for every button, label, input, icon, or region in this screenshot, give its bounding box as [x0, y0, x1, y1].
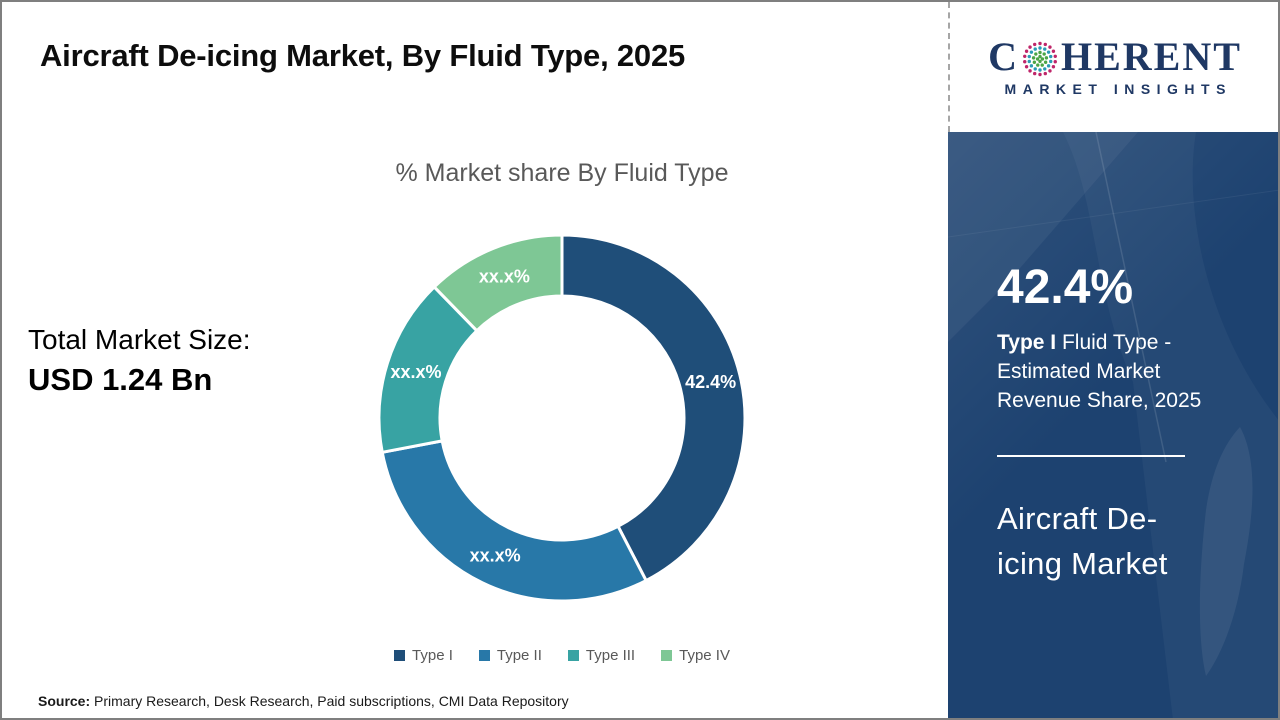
globe-dot	[1032, 60, 1037, 64]
chart-title: % Market share By Fluid Type	[395, 159, 729, 187]
globe-dot	[1038, 46, 1042, 50]
page-title: Aircraft De-icing Market, By Fluid Type,…	[40, 38, 686, 73]
globe-dot	[1042, 52, 1046, 56]
globe-dot	[1028, 69, 1032, 73]
source-text: Primary Research, Desk Research, Paid su…	[90, 693, 569, 709]
globe-dot	[1029, 50, 1034, 54]
globe-dot	[1053, 54, 1057, 59]
highlight-sidebar: 42.4% Type I Fluid Type - Estimated Mark…	[948, 132, 1278, 718]
globe-dot	[1043, 42, 1047, 47]
globe-dot	[1048, 69, 1052, 73]
donut-slice-type-iv	[432, 233, 564, 333]
globe-dot	[1024, 49, 1029, 53]
legend-label: Type II	[496, 647, 542, 664]
legend-item-type-i: Type I	[394, 647, 453, 664]
sidebar-divider	[997, 455, 1185, 457]
globe-dot	[1036, 63, 1040, 67]
brand-letter-c: C	[988, 34, 1019, 79]
brand-logo: C HERENT MARKET INSIGHTS	[948, 2, 1278, 132]
globe-dot	[1031, 56, 1036, 60]
legend-label: Type I	[412, 647, 453, 664]
globe-dot	[1024, 65, 1029, 69]
globe-dot	[1053, 59, 1057, 64]
total-market-size-label: Total Market Size:	[28, 324, 251, 355]
donut-slice-type-ii	[380, 439, 648, 603]
legend-swatch-icon	[478, 650, 490, 661]
legend-label: Type IV	[679, 647, 730, 664]
globe-dot	[1048, 54, 1053, 59]
sidebar-stat-segment: Type I	[997, 331, 1057, 354]
globe-dot	[1027, 54, 1031, 59]
globe-dot	[1032, 71, 1037, 76]
sidebar-stat-value: 42.4%	[997, 261, 1134, 314]
source-label: Source:	[38, 693, 91, 709]
globe-dot	[1033, 67, 1037, 71]
legend-swatch-icon	[567, 650, 579, 661]
globe-dot	[1048, 45, 1052, 49]
globe-dot	[1038, 50, 1042, 55]
globe-dot	[1043, 67, 1047, 71]
globe-dot	[1027, 59, 1031, 64]
globe-dot	[1028, 45, 1032, 49]
brand-wordmark: C HERENT	[988, 37, 1242, 77]
globe-dot	[1048, 59, 1053, 64]
globe-dots-icon	[1023, 41, 1057, 77]
globe-dot	[1043, 47, 1047, 51]
globe-dot	[1040, 57, 1045, 61]
globe-dot	[1023, 54, 1027, 59]
globe-dot	[1046, 50, 1051, 54]
legend-label: Type III	[585, 647, 636, 664]
globe-dot	[1035, 57, 1040, 61]
globe-dot	[1038, 72, 1042, 77]
globe-dot	[1043, 71, 1047, 76]
sidebar-stat-rest: Fluid Type - Estimated Market Revenue Sh…	[997, 331, 1202, 412]
legend-swatch-icon	[661, 650, 673, 661]
globe-dot	[1033, 47, 1037, 51]
donut-chart: 42.4% xx.x% xx.x% xx.x%	[377, 233, 747, 603]
total-market-size-value: USD 1.24 Bn	[28, 362, 213, 397]
sidebar-market-name: Aircraft De-icing Market	[997, 501, 1168, 581]
globe-dot	[1023, 59, 1027, 64]
donut-slice-type-i	[560, 233, 747, 583]
globe-dot	[1038, 41, 1042, 46]
brand-subtitle: MARKET INSIGHTS	[1004, 81, 1232, 97]
chart-legend: Type I Type II Type III Type IV	[302, 647, 822, 664]
globe-dot	[1038, 54, 1042, 59]
globe-dot	[1051, 65, 1056, 69]
donut-slice-label: xx.x%	[470, 546, 521, 566]
globe-dot	[1038, 68, 1042, 72]
legend-swatch-icon	[394, 650, 406, 661]
globe-dot	[1044, 56, 1049, 60]
globe-dot	[1038, 59, 1042, 64]
globe-dot	[1051, 49, 1056, 53]
donut-slice-label: xx.x%	[391, 362, 442, 382]
globe-dot	[1040, 63, 1044, 67]
globe-dot	[1029, 64, 1034, 68]
sidebar-stat-description: Type I Fluid Type - Estimated Market Rev…	[997, 328, 1222, 415]
donut-slice-label: xx.x%	[479, 266, 530, 286]
legend-item-type-ii: Type II	[478, 647, 542, 664]
globe-dot	[1043, 60, 1048, 64]
globe-dot	[1034, 52, 1038, 56]
total-market-size-block: Total Market Size: USD 1.24 Bn	[28, 324, 251, 398]
legend-item-type-iii: Type III	[567, 647, 636, 664]
globe-dot	[1032, 42, 1037, 47]
legend-item-type-iv: Type IV	[661, 647, 730, 664]
source-note: Source: Primary Research, Desk Research,…	[38, 693, 569, 709]
globe-dot	[1046, 64, 1051, 68]
brand-letters-rest: HERENT	[1060, 34, 1242, 79]
world-map-decoration	[948, 132, 1278, 718]
donut-slice-label: 42.4%	[685, 372, 736, 392]
